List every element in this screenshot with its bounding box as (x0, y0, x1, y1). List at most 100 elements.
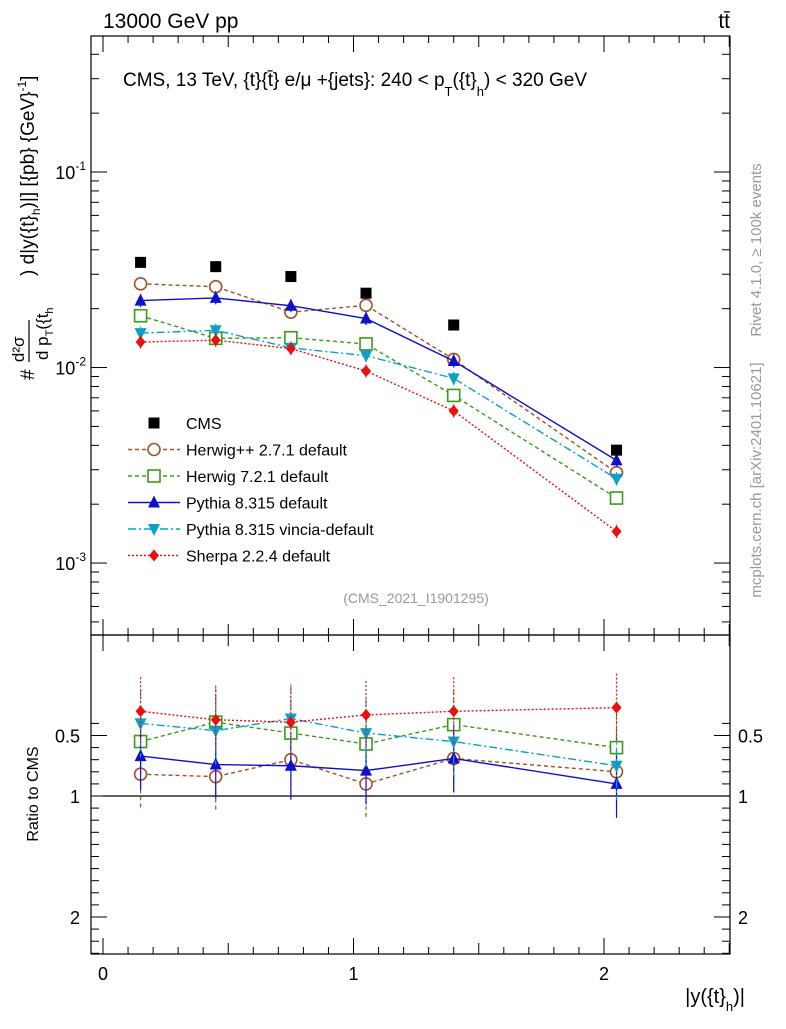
cms-data-point (210, 261, 222, 273)
data-point (361, 364, 372, 377)
cms-data-point (448, 319, 460, 331)
data-point (285, 342, 296, 355)
y-tick-exp: -3 (75, 550, 86, 564)
analysis-id: (CMS_2021_I1901295) (343, 590, 489, 606)
ylabel-denominator: d p (33, 336, 52, 360)
ratio-point (448, 705, 459, 718)
ratio-point (610, 760, 623, 773)
ratio-line (140, 755, 617, 785)
y-tick-exp: -1 (75, 159, 86, 173)
data-point (609, 491, 624, 505)
data-point (610, 453, 623, 466)
xlabel-end: )| (733, 986, 745, 1008)
legend-label: Herwig 7.2.1 default (186, 469, 329, 486)
xlabel-main: |y({t} (685, 986, 726, 1008)
title-sub-T: T (445, 84, 453, 99)
data-point (359, 337, 373, 351)
title-mid: ({t} (452, 70, 476, 91)
data-point (360, 350, 373, 363)
data-point (447, 353, 460, 366)
legend-label: Herwig++ 2.7.1 default (186, 443, 348, 460)
main-series-group (133, 256, 624, 539)
rivet-label: Rivet 4.1.0, ≥ 100k events (748, 163, 765, 336)
series-cms-data (135, 256, 623, 456)
ratio-point (360, 763, 373, 776)
data-point (446, 388, 461, 403)
legend-item-herwig-2-7-1-default: Herwig++ 2.7.1 default (128, 443, 348, 460)
process-label: tt̄ (718, 10, 730, 33)
ratio-line (140, 757, 617, 785)
legend: CMS Herwig++ 2.7.1 default Herwig 7.2.1 de… (128, 416, 374, 566)
legend-label: Pythia 8.315 default (186, 496, 328, 513)
title-end: ) < 320 GeV (484, 70, 587, 91)
ratio-line (140, 706, 617, 723)
legend-item-herwig-7-2-1-default: Herwig 7.2.1 default (128, 469, 329, 486)
chart-title: CMS, 13 TeV, {t}{t̄} e/μ +{jets}: 240 < … (123, 70, 587, 99)
ratio-tick-label-left: 0.5 (55, 727, 80, 747)
y-tick-base: 10 (55, 359, 75, 379)
data-point (209, 290, 222, 303)
legend-marker (147, 469, 161, 483)
ratio-tick-label-left: 2 (70, 908, 80, 928)
data-point (134, 293, 147, 306)
ylabel-tail-end: ] (18, 76, 39, 81)
mcplots-label: mcplots.cern.ch [arXiv:2401.10621] (748, 362, 765, 597)
legend-marker (148, 495, 160, 508)
ratio-point (135, 705, 146, 718)
x-axis-label: |y({t}h)| (685, 986, 745, 1014)
data-point (133, 277, 148, 291)
series-line (140, 297, 617, 461)
legend-label: Sherpa 2.2.4 default (186, 549, 331, 566)
ratio-point (284, 758, 297, 771)
series-pythia-8-315-default (134, 290, 623, 467)
ratio-tick-label-right: 1 (738, 787, 748, 807)
ratio-tick-label-left: 1 (70, 787, 80, 807)
data-point (447, 373, 460, 386)
xlabel-sub: h (726, 999, 733, 1014)
ylabel-tail: )|] [{pb} {GeV} (18, 91, 39, 208)
data-point (210, 334, 221, 347)
x-tick-label: 1 (348, 964, 358, 984)
cms-data-point (135, 256, 147, 268)
legend-marker (148, 417, 160, 429)
legend-label: Pythia 8.315 vincia-default (186, 522, 374, 539)
ratio-series-sherpa-2-2-4-default (135, 673, 622, 757)
ratio-y-label: Ratio to CMS (25, 746, 42, 841)
svg-text:# d²σ d pT({th: # d²σ d pT({th ) d|y({t}h)|] [{pb} {GeV}… (8, 76, 58, 380)
ratio-line (140, 717, 617, 767)
series-sherpa-2-2-4-default (135, 333, 622, 539)
data-point (611, 525, 622, 538)
data-point (284, 298, 297, 311)
ylabel-rest: ) d|y({t} (18, 215, 39, 276)
legend-item-sherpa-2-2-4-default: Sherpa 2.2.4 default (128, 549, 331, 566)
legend-item-pythia-8-315-default: Pythia 8.315 default (128, 495, 328, 513)
series-line (140, 315, 617, 499)
ylabel-tail-sup: -1 (15, 80, 29, 91)
legend-marker (148, 524, 160, 536)
ratio-tick-label-right: 2 (738, 908, 748, 928)
cms-data-point (611, 444, 623, 456)
data-point (135, 336, 146, 349)
ylabel-sub-T: T (44, 329, 56, 336)
ratio-tick-label-right: 0.5 (738, 727, 763, 747)
ratio-point (361, 708, 372, 721)
data-point (448, 404, 459, 417)
data-point (359, 298, 373, 313)
main-axis-ticks: 10-110-210-3 (55, 36, 730, 635)
data-point (610, 473, 623, 486)
y-tick-base: 10 (55, 163, 75, 183)
legend-marker (147, 442, 161, 457)
y-tick-label: 10-2 (55, 355, 86, 379)
data-point (133, 308, 148, 323)
legend-marker (149, 549, 159, 562)
y-tick-exp: -2 (75, 355, 86, 369)
ratio-point (134, 718, 147, 731)
x-tick-label: 0 (98, 964, 108, 984)
ratio-point (210, 713, 221, 726)
data-point (134, 328, 147, 341)
ylabel-numerator: d²σ (9, 336, 28, 362)
ylabel-hash: # (18, 369, 39, 380)
y-axis-label: # d²σ d pT({th ) d|y({t}h)|] [{pb} {GeV}… (8, 76, 58, 380)
